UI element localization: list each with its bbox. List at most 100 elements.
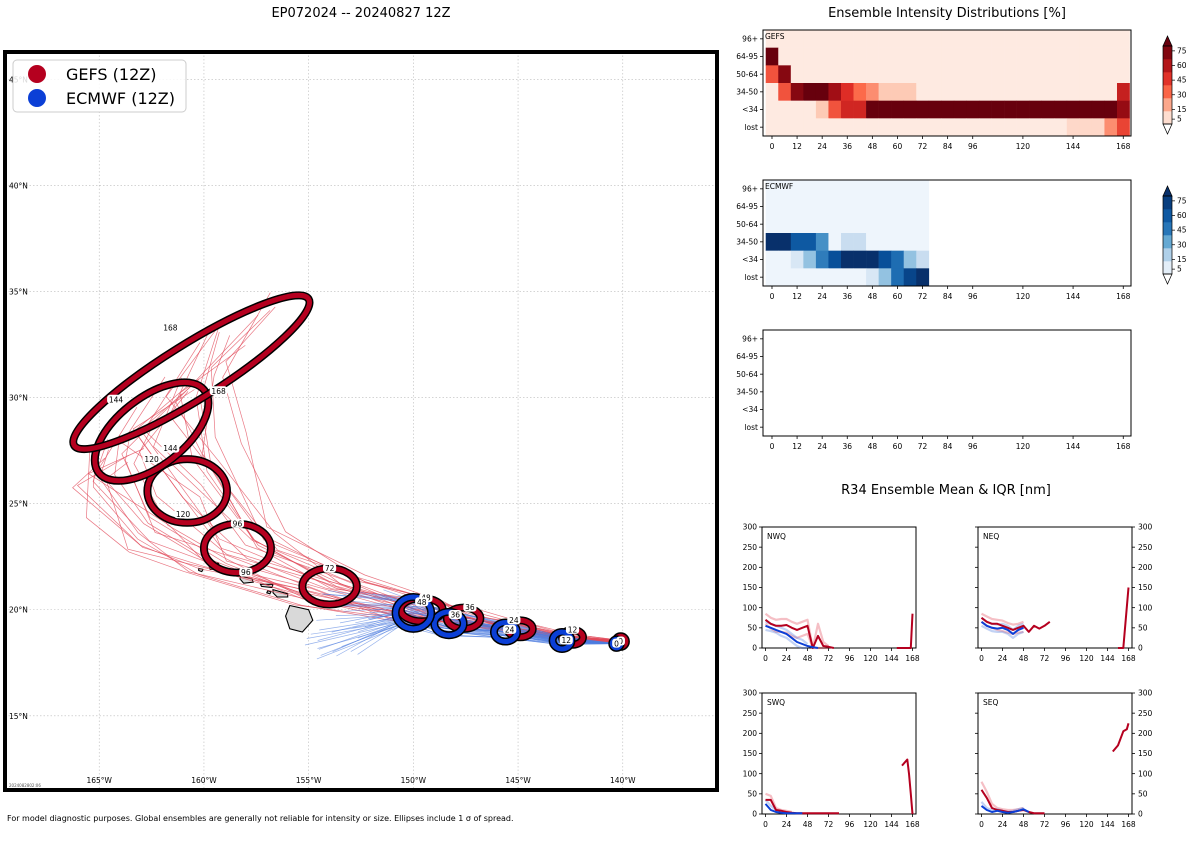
ellipse-hour-label: 120 xyxy=(176,510,191,519)
heatmap-cell xyxy=(815,118,829,137)
heatmap-cell xyxy=(1054,118,1068,137)
r34-title: R34 Ensemble Mean & IQR [nm] xyxy=(841,483,1051,498)
heatmap-cell xyxy=(803,215,817,234)
heatmap-cell xyxy=(891,197,905,216)
heatmap-x-tick-label: 84 xyxy=(943,292,953,301)
heatmap-cell xyxy=(790,83,804,101)
forecast-ellipse xyxy=(70,292,313,452)
heatmap-cell xyxy=(765,250,779,269)
lon-tick-label: 145°W xyxy=(505,776,531,785)
heatmap-cell xyxy=(891,233,905,251)
heatmap-cell xyxy=(966,100,980,119)
heatmap-x-tick-label: 0 xyxy=(770,142,775,151)
heatmap-row-label: 96+ xyxy=(742,184,758,193)
r34-x-tick-label: 48 xyxy=(803,820,813,829)
r34-y-tick-label: 50 xyxy=(747,789,757,798)
heatmap-cell xyxy=(853,65,867,84)
heatmap-cell xyxy=(840,180,854,198)
colorbar-extend-max xyxy=(1162,185,1173,197)
colorbar: 515 30 45 60 75 xyxy=(1162,185,1187,285)
heatmap-panel: ECMWF 96+ 64-95 50-64 34-50 <34 lost 0 12 24 36 48 6… xyxy=(736,179,1187,301)
colorbar-segment xyxy=(1163,72,1172,86)
colorbar: 515 30 45 60 75 xyxy=(1162,35,1187,135)
r34-x-tick-label: 0 xyxy=(979,654,984,663)
heatmap-cell xyxy=(840,118,854,137)
island xyxy=(259,583,274,589)
heatmap-cell xyxy=(978,30,992,48)
heatmap-cell xyxy=(978,47,992,66)
heatmap-cell xyxy=(1041,47,1055,66)
r34-frame xyxy=(761,692,917,815)
colorbar-segment xyxy=(1163,98,1172,112)
heatmap-cell xyxy=(1091,118,1105,137)
heatmap-cell xyxy=(1004,83,1017,101)
heatmap-cell xyxy=(966,83,980,101)
heatmap-cell xyxy=(1016,30,1030,48)
heatmap-cell xyxy=(778,233,792,251)
r34-panel: SWQ 0 50 100 150 200 250 300 0 24 48 72 96 120 144 168 xyxy=(743,689,920,829)
heatmap-cell xyxy=(1041,83,1055,101)
r34-x-tick-label: 144 xyxy=(884,820,899,829)
heatmap-cell xyxy=(1004,118,1017,137)
heatmap-cell xyxy=(953,65,967,84)
intensity-title: Ensemble Intensity Distributions [%] xyxy=(828,6,1066,21)
heatmap-cell xyxy=(1104,100,1118,119)
r34-y-tick-label: 300 xyxy=(743,523,758,532)
heatmap-cell xyxy=(1104,118,1118,137)
heatmap-cell xyxy=(790,268,804,287)
ellipse-hour-label: 96 xyxy=(241,568,251,577)
r34-y-tick-label: 300 xyxy=(743,689,758,698)
heatmap-cell xyxy=(1054,30,1068,48)
heatmap-x-tick-label: 168 xyxy=(1116,442,1131,451)
heatmap-cell xyxy=(1104,65,1118,84)
heatmap-cell xyxy=(903,215,917,234)
heatmap-cell xyxy=(991,100,1005,119)
ellipse-hour-label: 12 xyxy=(561,636,571,645)
ellipse-hour-label: 168 xyxy=(211,387,226,396)
heatmap-cell xyxy=(840,268,854,287)
heatmap-cell xyxy=(1004,65,1017,84)
ensemble-track xyxy=(169,327,622,642)
r34-y-tick-label: 200 xyxy=(743,729,758,738)
heatmap-cell xyxy=(978,100,992,119)
heatmap-cell xyxy=(790,30,804,48)
heatmap-cell xyxy=(803,197,817,216)
heatmap-cell xyxy=(1016,47,1030,66)
r34-y-tick-label: 0 xyxy=(752,810,757,819)
heatmap-cell xyxy=(790,250,804,269)
colorbar-segment xyxy=(1163,248,1172,262)
heatmap-cell xyxy=(803,180,817,198)
heatmap-x-tick-label: 48 xyxy=(868,442,878,451)
colorbar-segment xyxy=(1163,111,1172,125)
heatmap-x-tick-label: 120 xyxy=(1016,292,1031,301)
heatmap-cell xyxy=(765,268,779,287)
heatmap-cell xyxy=(928,118,942,137)
heatmap-cell xyxy=(903,180,917,198)
heatmap-cell xyxy=(778,65,792,84)
heatmap-cell xyxy=(866,30,879,48)
heatmap-x-tick-label: 12 xyxy=(792,142,802,151)
heatmap-x-tick-label: 72 xyxy=(918,142,928,151)
heatmap-cell xyxy=(815,65,829,84)
heatmap-cell xyxy=(1091,47,1105,66)
heatmap-panel-label: GEFS xyxy=(765,32,785,41)
heatmap-cell xyxy=(815,268,829,287)
heatmap-cell xyxy=(1041,30,1055,48)
heatmap-cell xyxy=(853,30,867,48)
forecast-ellipse xyxy=(92,379,211,484)
heatmap-cell xyxy=(916,100,930,119)
heatmap-cell xyxy=(916,118,930,137)
heatmap-cell xyxy=(903,197,917,216)
heatmap-cell xyxy=(765,100,779,119)
colorbar-frame xyxy=(1162,45,1173,125)
heatmap-cell xyxy=(1116,83,1130,101)
r34-x-tick-label: 96 xyxy=(845,820,855,829)
colorbar-segment xyxy=(1163,209,1172,223)
colorbar-frame xyxy=(1162,195,1173,275)
heatmap-cell xyxy=(1054,100,1068,119)
heatmap-cell xyxy=(840,215,854,234)
heatmap-cell xyxy=(765,215,779,234)
ellipse-hour-label: 72 xyxy=(325,564,335,573)
heatmap-cell xyxy=(953,47,967,66)
